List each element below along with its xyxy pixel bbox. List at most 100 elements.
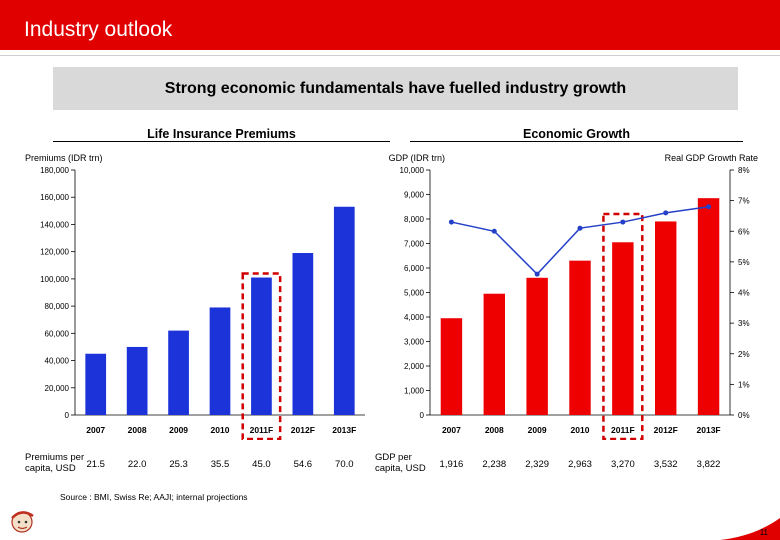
y-tick-label: 7,000 (404, 240, 425, 249)
y-tick-label: 6,000 (404, 264, 425, 273)
gdp-per-capita-value: 2,329 (525, 459, 550, 470)
y-tick-label: 120,000 (40, 248, 69, 257)
bar-2008 (483, 293, 505, 415)
y-tick-label: 10,000 (400, 166, 425, 175)
bar-2009 (168, 330, 189, 415)
premiums-per-capita-value: 25.3 (169, 459, 188, 470)
growth-rate-point (577, 225, 583, 231)
bar-2009 (526, 277, 548, 415)
growth-rate-point (706, 204, 712, 210)
bar-2008 (126, 346, 148, 415)
bar-2011F (612, 242, 634, 415)
y-tick-label: 80,000 (45, 302, 70, 311)
x-tick-label: 2008 (128, 425, 147, 435)
bar-2012F (292, 253, 314, 415)
premiums-per-capita-value: 22.0 (127, 459, 147, 470)
y-tick-label: 180,000 (40, 166, 69, 175)
y-tick-label: 9,000 (404, 191, 425, 200)
divider-line (0, 55, 780, 56)
y-tick-label: 40,000 (45, 357, 70, 366)
right-section-rule (410, 141, 743, 142)
x-tick-label: 2011F (250, 425, 274, 435)
y-tick-label: 60,000 (45, 329, 70, 338)
gdp-per-capita-value: 1,916 (439, 459, 464, 470)
y-tick-label: 1,000 (404, 387, 425, 396)
y2-axis-label: Real GDP Growth Rate (665, 153, 758, 163)
x-tick-label: 2011F (611, 425, 635, 435)
y-tick-label: 20,000 (45, 384, 70, 393)
bar-2011F (251, 277, 272, 415)
logo-mascot-icon (11, 511, 34, 533)
y2-tick-label: 1% (738, 380, 750, 389)
gdp-per-capita-value: 3,270 (610, 459, 635, 470)
premiums-per-capita-value: 54.6 (293, 459, 313, 470)
swoosh-decoration (720, 518, 780, 540)
x-tick-label: 2012F (291, 425, 315, 435)
right-section-title: Economic Growth (523, 127, 630, 141)
y2-tick-label: 4% (738, 289, 750, 298)
y-tick-label: 160,000 (40, 193, 69, 202)
page-number: 11 (759, 528, 768, 537)
y-tick-label: 3,000 (404, 338, 425, 347)
left-section-title: Life Insurance Premiums (147, 127, 296, 141)
x-tick-label: 2010 (211, 425, 230, 435)
gdp-per-capita-value: 2,963 (568, 459, 592, 470)
bar-2010 (209, 307, 231, 415)
y-tick-label: 5,000 (404, 289, 425, 298)
highlight-box (241, 272, 282, 440)
premiums-chart: Premiums (IDR trn) 0 20,000 40,000 60,000 80,… (25, 153, 365, 440)
y-tick-label: 2,000 (404, 362, 425, 371)
y2-tick-label: 8% (738, 166, 750, 175)
x-tick-label: 2007 (86, 425, 105, 435)
y-axis-label: Premiums (IDR trn) (25, 153, 103, 163)
x-tick-label: 2008 (485, 425, 504, 435)
bar-2007 (85, 353, 107, 415)
y-tick-label: 4,000 (404, 313, 425, 322)
gdp-per-capita-label: GDP per capita, USD (375, 452, 426, 474)
y2-tick-label: 7% (738, 197, 750, 206)
y2-tick-label: 5% (738, 258, 750, 267)
x-tick-label: 2010 (571, 425, 590, 435)
headline-banner: Strong economic fundamentals have fuelle… (53, 67, 738, 110)
left-section-rule (53, 141, 390, 142)
bar-2013F (697, 198, 720, 415)
premiums-per-capita-value: 35.5 (210, 459, 230, 470)
y-tick-label: 0 (420, 411, 425, 420)
highlight-box (602, 212, 644, 440)
page-title: Industry outlook (24, 18, 173, 41)
x-tick-label: 2007 (442, 425, 461, 435)
y-tick-label: 100,000 (40, 275, 69, 284)
growth-rate-point (620, 219, 626, 225)
premiums-per-capita-value: 45.0 (252, 459, 271, 470)
growth-rate-point (448, 219, 454, 225)
growth-rate-point (491, 228, 497, 234)
x-tick-label: 2013F (697, 425, 721, 435)
y-axis-label: GDP (IDR trn) (389, 153, 445, 163)
bar-2007 (440, 318, 463, 415)
header-bar: Industry outlook (0, 0, 780, 50)
bar-2013F (333, 206, 355, 415)
y-tick-label: 140,000 (40, 220, 69, 229)
bar-2012F (655, 221, 677, 415)
premiums-per-capita-label: Premiums per capita, USD (25, 452, 85, 474)
gdp-per-capita-value: 2,238 (482, 459, 507, 470)
bar-2010 (569, 260, 591, 415)
source-note: Source : BMI, Swiss Re; AAJI; internal p… (60, 492, 248, 502)
growth-rate-point (663, 210, 669, 216)
gdp-per-capita-value: 3,822 (696, 459, 721, 470)
y2-tick-label: 2% (738, 350, 750, 359)
x-tick-label: 2012F (654, 425, 678, 435)
x-tick-label: 2009 (528, 425, 547, 435)
growth-rate-point (534, 271, 540, 277)
x-tick-label: 2009 (169, 425, 188, 435)
premiums-per-capita-value: 21.5 (86, 459, 105, 470)
y2-tick-label: 6% (738, 227, 750, 236)
y2-tick-label: 0% (738, 411, 750, 420)
gdp-per-capita-value: 3,532 (653, 459, 678, 470)
x-tick-label: 2013F (332, 425, 356, 435)
y2-tick-label: 3% (738, 319, 750, 328)
gdp-chart: GDP (IDR trn) 0 1,000 2,000 3,000 4,000 5,000 6… (389, 153, 758, 440)
y-tick-label: 0 (65, 411, 70, 420)
y-tick-label: 8,000 (404, 215, 425, 224)
premiums-per-capita-value: 70.0 (335, 459, 354, 470)
